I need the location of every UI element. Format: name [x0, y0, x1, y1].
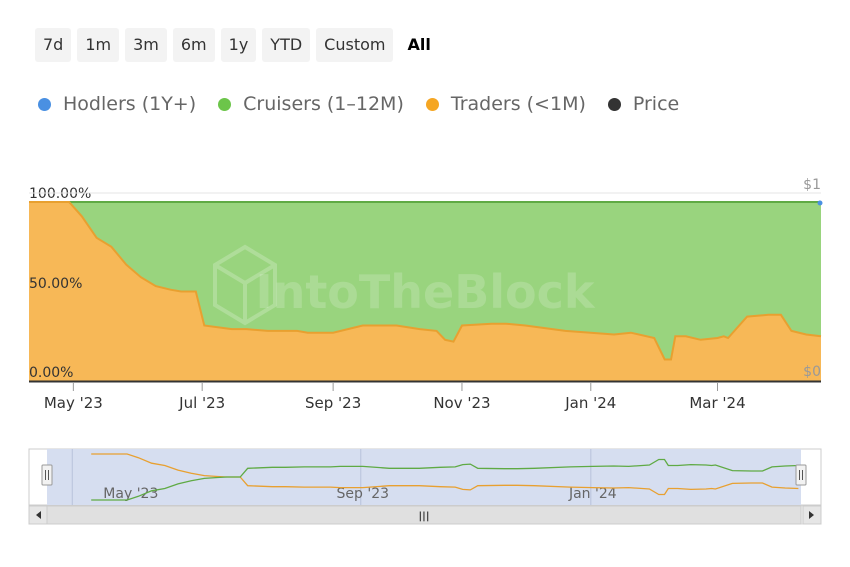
- legend-item[interactable]: Hodlers (1Y+): [38, 93, 196, 115]
- y-right-tick-label: $1: [803, 177, 821, 193]
- chart-legend: Hodlers (1Y+) Cruisers (1–12M) Traders (<1…: [38, 93, 679, 115]
- circle-dot-icon: [425, 97, 439, 111]
- cruisers-area: [29, 202, 821, 381]
- y-left-tick-label: 100.00%: [29, 186, 91, 202]
- watermark-text: IntoTheBlock: [255, 265, 595, 319]
- navigator-right-handle[interactable]: [795, 464, 807, 486]
- scrollbar-track[interactable]: [28, 505, 822, 525]
- navigator-traders-line: [91, 453, 799, 496]
- navigator-left-handle[interactable]: [41, 464, 53, 486]
- range-button-7d[interactable]: 7d: [35, 28, 72, 62]
- navigator-series: [91, 453, 799, 501]
- scroll-right-bg[interactable]: [802, 505, 822, 525]
- x-tick-label: May '23: [44, 394, 103, 412]
- range-selector: 7d 1m 3m 6m 1y YTD Custom All: [35, 28, 439, 62]
- navigator-x-label: Sep '23: [337, 486, 390, 502]
- legend-label: Hodlers (1Y+): [63, 93, 197, 115]
- legend-label: Cruisers (1–12M): [243, 93, 404, 115]
- circle-dot-icon: [218, 97, 232, 111]
- navigator-selection[interactable]: [47, 449, 801, 505]
- arrow-left-icon: [36, 511, 41, 519]
- range-button-1m[interactable]: 1m: [77, 28, 120, 62]
- scroll-right-button[interactable]: [802, 505, 822, 525]
- x-tick-label: Jan '24: [564, 394, 616, 412]
- range-button-all[interactable]: All: [407, 35, 431, 54]
- y-right-tick-label: $0: [803, 364, 821, 380]
- legend-item[interactable]: Price: [607, 93, 680, 115]
- legend-item[interactable]: Traders (<1M): [425, 93, 586, 115]
- range-button-ytd[interactable]: YTD: [262, 28, 311, 62]
- y-left-tick-label: 0.00%: [29, 365, 73, 381]
- legend-label: Price: [632, 93, 680, 115]
- scroll-left-button[interactable]: [28, 505, 48, 525]
- arrow-right-icon: [809, 511, 814, 519]
- x-tick-label: Jul '23: [178, 394, 225, 412]
- legend-label: Traders (<1M): [450, 93, 586, 115]
- scrollbar-grip-icon: |||: [419, 511, 430, 522]
- scroll-left-bg[interactable]: [28, 505, 48, 525]
- range-button-custom[interactable]: Custom: [316, 28, 394, 62]
- range-button-6m[interactable]: 6m: [172, 28, 215, 62]
- y-left-tick-label: 50.00%: [29, 276, 82, 292]
- scrollbar-thumb[interactable]: [46, 505, 802, 525]
- circle-dot-icon: [38, 97, 51, 111]
- legend-item[interactable]: Cruisers (1–12M): [218, 93, 404, 115]
- watermark-logo-icon: [213, 244, 277, 326]
- handle-body[interactable]: [41, 464, 53, 486]
- handle-body[interactable]: [795, 464, 807, 486]
- navigator-frame: [28, 448, 822, 506]
- navigator-x-label: Jan '24: [568, 486, 617, 502]
- traders-line: [29, 201, 822, 361]
- hodlers-point: [817, 200, 823, 206]
- circle-dot-icon: [607, 97, 621, 111]
- navigator-x-label: May '23: [103, 486, 158, 502]
- x-tick-label: Sep '23: [305, 394, 361, 412]
- navigator-cruisers-line: [91, 458, 799, 501]
- x-tick-label: Mar '24: [689, 394, 745, 412]
- x-tick-label: Nov '23: [433, 394, 490, 412]
- range-button-1y[interactable]: 1y: [220, 28, 257, 62]
- traders-area: [29, 202, 821, 381]
- range-button-3m[interactable]: 3m: [125, 28, 167, 62]
